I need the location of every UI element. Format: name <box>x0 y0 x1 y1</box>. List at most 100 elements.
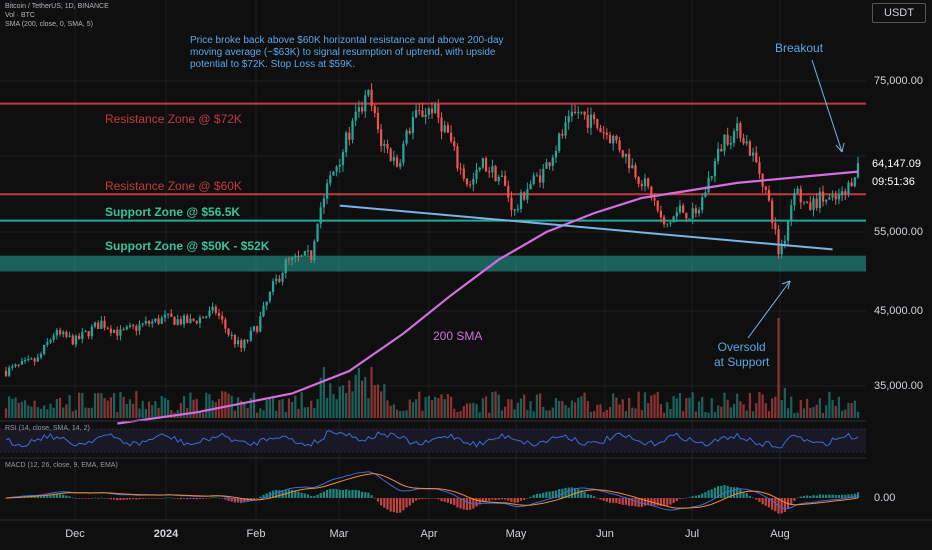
symbol-title[interactable]: Bitcoin / TetherUS, 1D, BINANCE <box>5 3 109 10</box>
candle-body <box>647 178 650 187</box>
macd-histogram-bar <box>739 489 742 498</box>
volume-bar <box>761 394 764 418</box>
macd-histogram-bar <box>195 498 198 500</box>
candle-body <box>742 138 745 144</box>
macd-histogram-bar <box>497 498 500 500</box>
candle-body <box>802 201 806 203</box>
candle-body <box>612 135 615 144</box>
volume-bar <box>602 411 605 418</box>
volume-bar <box>23 400 27 418</box>
volume-bar <box>380 391 383 418</box>
macd-histogram-bar <box>745 493 748 498</box>
candle-body <box>720 148 723 152</box>
macd-signal-line <box>5 473 859 509</box>
volume-bar <box>742 404 745 418</box>
volume-bar <box>151 405 154 418</box>
volume-bar <box>27 405 30 418</box>
candle-body <box>545 162 548 169</box>
candle-body <box>141 323 144 325</box>
macd-histogram-bar <box>201 498 205 499</box>
macd-histogram-bar <box>90 498 93 499</box>
volume-bar <box>564 405 567 418</box>
candle-body <box>30 358 33 360</box>
candle-body <box>46 342 49 345</box>
macd-histogram-bar <box>459 498 462 509</box>
macd-histogram-bar <box>758 498 761 502</box>
volume-bar <box>90 407 93 418</box>
candle-body <box>335 166 338 172</box>
volume-bar <box>771 398 774 418</box>
volume-bar <box>634 408 637 418</box>
volume-bar <box>691 392 694 418</box>
candle-body <box>135 325 138 331</box>
volume-bar <box>586 400 589 418</box>
breakout-label: Breakout <box>775 41 824 55</box>
candle-body <box>144 321 147 324</box>
macd-histogram-bar <box>176 498 179 499</box>
macd-tick-zero: 0.00 <box>874 492 896 504</box>
volume-bar <box>840 410 844 418</box>
candle-body <box>713 161 717 177</box>
candle-body <box>201 317 205 319</box>
candle-body <box>418 110 421 112</box>
macd-histogram-bar <box>189 498 192 500</box>
candle-body <box>621 150 624 157</box>
macd-histogram-bar <box>275 489 278 498</box>
candle-body <box>726 134 729 145</box>
macd-histogram-bar <box>761 498 764 505</box>
macd-histogram-bar <box>383 498 386 508</box>
macd-histogram-bar <box>418 498 421 500</box>
macd-histogram-bar <box>682 498 685 499</box>
volume-bar <box>793 412 796 418</box>
candle-body <box>685 212 688 219</box>
volume-bar <box>335 399 338 418</box>
macd-histogram-bar <box>558 489 561 498</box>
candle-body <box>147 321 151 324</box>
currency-button[interactable]: USDT <box>872 3 926 23</box>
volume-bar <box>370 366 373 418</box>
macd-histogram-bar <box>132 498 135 500</box>
candle-body <box>434 104 437 114</box>
volume-bar <box>469 403 472 418</box>
rsi-legend[interactable]: RSI (14, close, SMA, 14, 2) <box>5 425 90 432</box>
candle-body <box>246 340 249 342</box>
candle-body <box>484 158 488 172</box>
candle-body <box>783 240 786 244</box>
candle-body <box>357 107 360 112</box>
volume-bar <box>739 401 742 418</box>
volume-bar <box>87 407 90 418</box>
volume-bar <box>853 400 856 418</box>
volume-bar <box>17 402 20 418</box>
candle-body <box>392 157 395 161</box>
x-tick-feb: Feb <box>246 528 266 540</box>
macd-legend[interactable]: MACD (12, 26, close, 9, EMA, EMA) <box>5 462 118 469</box>
macd-histogram-bar <box>599 498 602 500</box>
volume-bar <box>786 408 790 418</box>
candle-body <box>383 143 386 146</box>
macd-histogram-bar <box>389 498 392 512</box>
candle-body <box>395 157 399 167</box>
volume-bar <box>523 394 526 418</box>
volume-bar <box>672 396 675 418</box>
volume-bar <box>570 400 573 418</box>
sma-legend[interactable]: SMA (200, close, 0, SMA, 5) <box>5 21 93 28</box>
candle-body <box>389 148 392 161</box>
volume-legend[interactable]: Vol · BTC <box>5 12 35 19</box>
macd-histogram-bar <box>278 490 281 498</box>
volume-bar <box>338 386 341 418</box>
candle-body <box>354 111 357 121</box>
macd-histogram-bar <box>465 498 469 511</box>
macd-histogram-bar <box>78 498 81 499</box>
candle-body <box>472 179 475 185</box>
candle-body <box>599 127 602 133</box>
macd-histogram-bar <box>252 498 256 499</box>
price-axis[interactable]: 75,000.00 55,000.00 45,000.00 35,000.00 … <box>866 0 932 520</box>
candle-body <box>697 210 701 214</box>
candle-body <box>748 141 752 156</box>
macd-histogram-bar <box>602 498 605 501</box>
macd-histogram-bar <box>825 494 828 498</box>
macd-histogram-bar <box>360 491 364 498</box>
candle-body <box>271 281 275 292</box>
volume-bar <box>287 398 291 418</box>
